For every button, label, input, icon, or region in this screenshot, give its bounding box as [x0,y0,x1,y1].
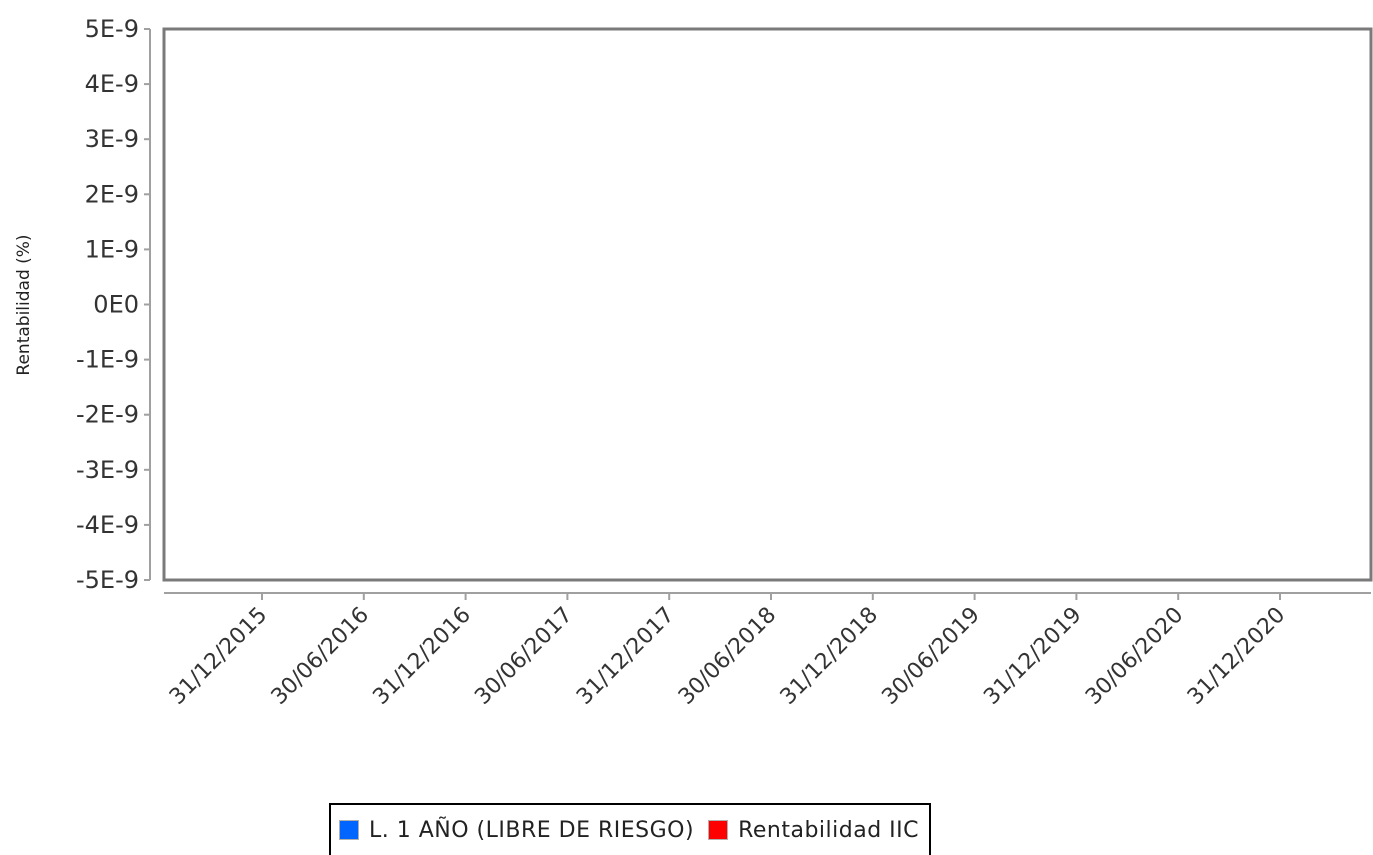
x-tick-label: 31/12/2020 [1183,603,1290,710]
y-tick-label: 1E-9 [85,235,139,263]
x-tick-label: 31/12/2015 [165,603,272,710]
plot-area [162,27,1373,582]
x-tick-label: 31/12/2018 [776,603,883,710]
y-axis-title: Rentabilidad (%) [14,234,34,375]
x-tick-label: 30/06/2018 [674,603,781,710]
y-tick-label: 5E-9 [85,15,139,43]
y-tick-label: -4E-9 [76,511,139,539]
legend-label: Rentabilidad IIC [738,817,920,843]
y-tick-label: -5E-9 [76,566,139,594]
y-tick-label: -2E-9 [76,401,139,429]
legend-item-rentabilidad-iic[interactable]: Rentabilidad IIC [708,818,919,843]
y-tick-label: -3E-9 [76,456,139,484]
y-tick-label: 2E-9 [85,180,139,208]
y-tick-label: 4E-9 [85,70,139,98]
x-tick-label: 30/06/2020 [1081,603,1188,710]
x-tick-label: 31/12/2016 [368,603,475,710]
x-tick-label: 31/12/2019 [979,603,1086,710]
x-tick-label: 31/12/2017 [572,603,679,710]
legend: L. 1 AÑO (LIBRE DE RIESGO) Rentabilidad … [329,803,932,855]
x-tick-label: 30/06/2019 [877,603,984,710]
x-axis-ticks: 31/12/201530/06/201631/12/201630/06/2017… [165,593,1290,710]
y-tick-label: 3E-9 [85,125,139,153]
y-axis-ticks: 5E-9 4E-9 3E-9 2E-9 1E-9 0E0 -1E-9 -2E-9 -3E-9 -4… [76,15,150,594]
y-tick-label: 0E0 [93,291,139,319]
legend-swatch-red [708,820,729,840]
legend-swatch-blue [339,820,359,840]
legend-item-libre-de-riesgo[interactable]: L. 1 AÑO (LIBRE DE RIESGO) [339,818,694,843]
legend-label: L. 1 AÑO (LIBRE DE RIESGO) [369,817,695,843]
x-tick-label: 30/06/2016 [267,603,374,710]
x-tick-label: 30/06/2017 [470,603,577,710]
y-tick-label: -1E-9 [76,346,139,374]
